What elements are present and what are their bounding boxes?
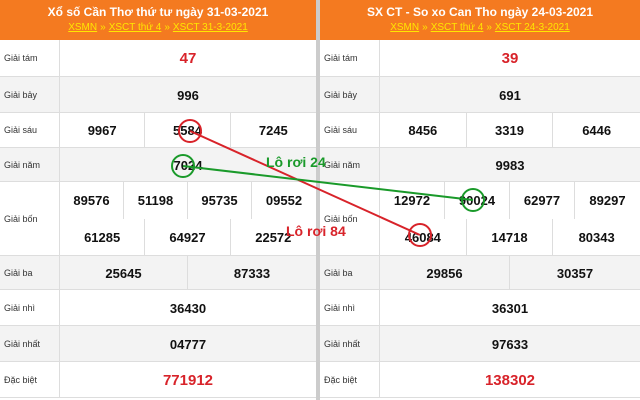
prize-number: 39 <box>501 50 519 67</box>
prize-label: Giải nhất <box>320 326 380 361</box>
connector <box>182 165 474 201</box>
result-panel: SX CT - So xo Can Tho ngày 24-03-2021 XSM… <box>320 0 640 400</box>
prize-row: Giải bốn 89576 51198 95735 09552 61285 64927 22… <box>0 182 316 256</box>
result-panel: Xổ số Cần Thơ thứ tư ngày 31-03-2021 XSMN… <box>0 0 316 400</box>
prize-label: Giải ba <box>0 256 60 289</box>
prize-label: Giải năm <box>320 148 380 181</box>
panel-title: Xổ số Cần Thơ thứ tư ngày 31-03-2021 <box>47 5 269 19</box>
prize-number: 89297 <box>589 193 626 208</box>
prize-number: 62977 <box>510 182 575 219</box>
prize-row: Giải nhì 36301 <box>320 290 640 326</box>
panel-header: Xổ số Cần Thơ thứ tư ngày 31-03-2021 XSMN… <box>0 0 316 40</box>
prize-number: 22572 <box>255 230 292 245</box>
prize-label: Giải năm <box>0 148 60 181</box>
link[interactable]: XSCT 24-3-2021 <box>494 22 570 33</box>
prize-number: 8456 <box>380 113 467 148</box>
prize-row: Giải bảy 691 <box>320 77 640 113</box>
prize-number: 3319 <box>467 113 554 148</box>
prize-number: 80343 <box>578 230 615 245</box>
prize-row: Đặc biệt 138302 <box>320 362 640 398</box>
prize-label: Giải tám <box>320 40 380 76</box>
highlight-circle <box>461 188 485 212</box>
prize-number: 87333 <box>233 265 271 281</box>
prize-label: Giải nhì <box>320 290 380 325</box>
prize-number: 64927 <box>145 219 231 256</box>
prize-row: Giải ba 25645 87333 <box>0 256 316 290</box>
highlight-circle <box>171 154 195 178</box>
prize-number: 61285 <box>60 219 146 256</box>
panel-header: SX CT - So xo Can Tho ngày 24-03-2021 XSM… <box>320 0 640 40</box>
prize-row: Giải tám 47 <box>0 40 316 77</box>
link[interactable]: XSCT thứ 4 <box>430 22 484 33</box>
separator: » <box>486 22 492 33</box>
prize-row: Giải năm 9983 <box>320 148 640 182</box>
prize-label: Giải tám <box>0 40 60 76</box>
prize-number: 29856 <box>380 256 510 290</box>
prize-number: 6446 <box>582 123 612 138</box>
link[interactable]: XSMN <box>390 22 420 33</box>
prize-number: 89576 <box>60 182 124 219</box>
link[interactable]: XSCT thứ 4 <box>108 22 162 33</box>
link[interactable]: XSMN <box>68 22 98 33</box>
prize-number: 14718 <box>467 219 554 256</box>
prize-number: 95735 <box>188 182 252 219</box>
prize-number: 996 <box>177 87 199 103</box>
separator: » <box>422 22 428 33</box>
prize-label: Đặc biệt <box>0 362 60 397</box>
annotation-text: Lô rơi 24 <box>266 154 326 170</box>
prize-row: Giải nhất 04777 <box>0 326 316 362</box>
prize-number: 30357 <box>556 265 594 281</box>
prize-label: Đặc biệt <box>320 362 380 397</box>
prize-row: Giải ba 29856 30357 <box>320 256 640 290</box>
annotation-text: Lô rơi 84 <box>286 223 346 239</box>
prize-number: 771912 <box>162 371 214 389</box>
prize-label: Giải ba <box>320 256 380 289</box>
prize-number: 51198 <box>124 182 188 219</box>
prize-number: 7245 <box>258 123 288 138</box>
prize-number: 04777 <box>169 336 207 352</box>
separator: » <box>164 22 170 33</box>
prize-number: 36430 <box>169 300 207 316</box>
prize-number: 36301 <box>491 300 529 316</box>
separator: » <box>100 22 106 33</box>
link[interactable]: XSCT 31-3-2021 <box>172 22 248 33</box>
prize-number: 691 <box>499 87 521 103</box>
highlight-circle <box>178 119 202 143</box>
prize-label: Giải bốn <box>320 182 380 255</box>
prize-row: Giải sáu 8456 3319 6446 <box>320 113 640 148</box>
prize-number: 47 <box>179 50 197 67</box>
prize-row: Giải nhì 36430 <box>0 290 316 326</box>
panel-title: SX CT - So xo Can Tho ngày 24-03-2021 <box>366 5 594 19</box>
breadcrumb: XSMN» XSCT thứ 4» XSCT 31-3-2021 <box>0 22 316 33</box>
prize-row: Giải nhất 97633 <box>320 326 640 362</box>
prize-number: 138302 <box>484 371 536 389</box>
prize-label: Giải bốn <box>0 182 60 255</box>
prize-row: Đặc biệt 771912 <box>0 362 316 398</box>
prize-number: 97633 <box>491 336 529 352</box>
prize-label: Giải nhất <box>0 326 60 361</box>
prize-number: 09552 <box>265 193 303 208</box>
prize-number: 90024 <box>445 182 510 219</box>
connector <box>189 130 421 236</box>
prize-number: 7024 <box>173 157 203 173</box>
breadcrumb: XSMN» XSCT thứ 4» XSCT 24-3-2021 <box>320 22 640 33</box>
prize-label: Giải nhì <box>0 290 60 325</box>
prize-label: Giải bảy <box>0 77 60 112</box>
highlight-circle <box>408 223 432 247</box>
prize-label: Giải bảy <box>320 77 380 112</box>
prize-label: Giải sáu <box>0 113 60 147</box>
prize-number: 9967 <box>60 113 146 148</box>
prize-number: 9983 <box>495 157 525 173</box>
prize-label: Giải sáu <box>320 113 380 147</box>
prize-number: 25645 <box>60 256 188 290</box>
prize-row: Giải tám 39 <box>320 40 640 77</box>
prize-number: 12972 <box>380 182 445 219</box>
prize-row: Giải bảy 996 <box>0 77 316 113</box>
